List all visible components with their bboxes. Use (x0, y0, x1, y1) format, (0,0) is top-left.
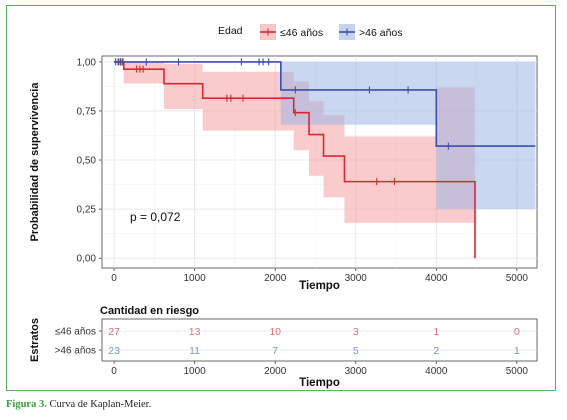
risk-x-tick-label: 3000 (345, 366, 368, 377)
caption-text: Curva de Kaplan-Meier. (46, 399, 152, 410)
x-tick-label: 2000 (264, 273, 287, 284)
risk-row-label: ≤46 años (55, 327, 96, 338)
risk-y-axis-title: Estratos (29, 318, 41, 362)
risk-table-panel (101, 318, 538, 362)
p-value-label: p = 0,072 (130, 210, 181, 224)
risk-x-tick-label: 0 (111, 366, 117, 377)
risk-count: 10 (269, 326, 281, 338)
survival-line-series-1 (114, 61, 476, 259)
y-tick-label: 0,50 (77, 156, 97, 167)
figure-frame (6, 5, 556, 391)
x-tick-label: 5000 (506, 273, 529, 284)
risk-count: 11 (189, 345, 200, 357)
risk-x-tick-label: 2000 (264, 366, 287, 377)
x-tick-label: 4000 (425, 273, 448, 284)
risk-count: 0 (514, 326, 520, 338)
figure-caption: Figura 3. Curva de Kaplan-Meier. (6, 399, 151, 410)
risk-row-label: >46 años (55, 346, 96, 357)
y-tick-label: 0,25 (77, 205, 97, 216)
risk-count: 13 (189, 326, 201, 338)
risk-count: 7 (272, 345, 278, 357)
risk-count: 5 (353, 345, 359, 357)
x-tick-label: 3000 (345, 273, 368, 284)
x-axis-title: Tiempo (299, 280, 340, 292)
risk-x-tick-label: 5000 (506, 366, 529, 377)
risk-count: 3 (353, 326, 359, 338)
x-tick-label: 0 (111, 273, 117, 284)
confidence-band-series-2 (114, 61, 536, 210)
risk-x-tick-label: 1000 (184, 366, 207, 377)
y-axis-title: Probabilidad de supervivencia (29, 82, 41, 242)
risk-count: 27 (108, 326, 120, 338)
figure-number: Figura 3. (6, 399, 47, 410)
risk-count: 2 (433, 345, 439, 357)
survival-line-series-2 (114, 61, 536, 147)
y-tick-label: 1,00 (77, 57, 97, 68)
legend-label-2: >46 años (359, 27, 403, 39)
risk-table-title: Cantidad en riesgo (100, 305, 199, 317)
risk-count: 1 (433, 326, 439, 338)
kaplan-meier-chart: 0,000,250,500,751,000 1000 2000 3000 4000 500… (29, 24, 538, 389)
x-tick-label: 1000 (184, 273, 207, 284)
legend-title: Edad (218, 25, 243, 37)
confidence-band-series-1 (114, 61, 475, 223)
y-tick-label: 0,75 (77, 106, 97, 117)
risk-x-tick-label: 4000 (425, 366, 448, 377)
legend-label-1: ≤46 años (280, 27, 323, 39)
y-tick-label: 0,00 (77, 254, 97, 265)
risk-count: 1 (514, 345, 520, 357)
risk-x-axis-title: Tiempo (299, 377, 340, 389)
risk-count: 23 (108, 345, 120, 357)
